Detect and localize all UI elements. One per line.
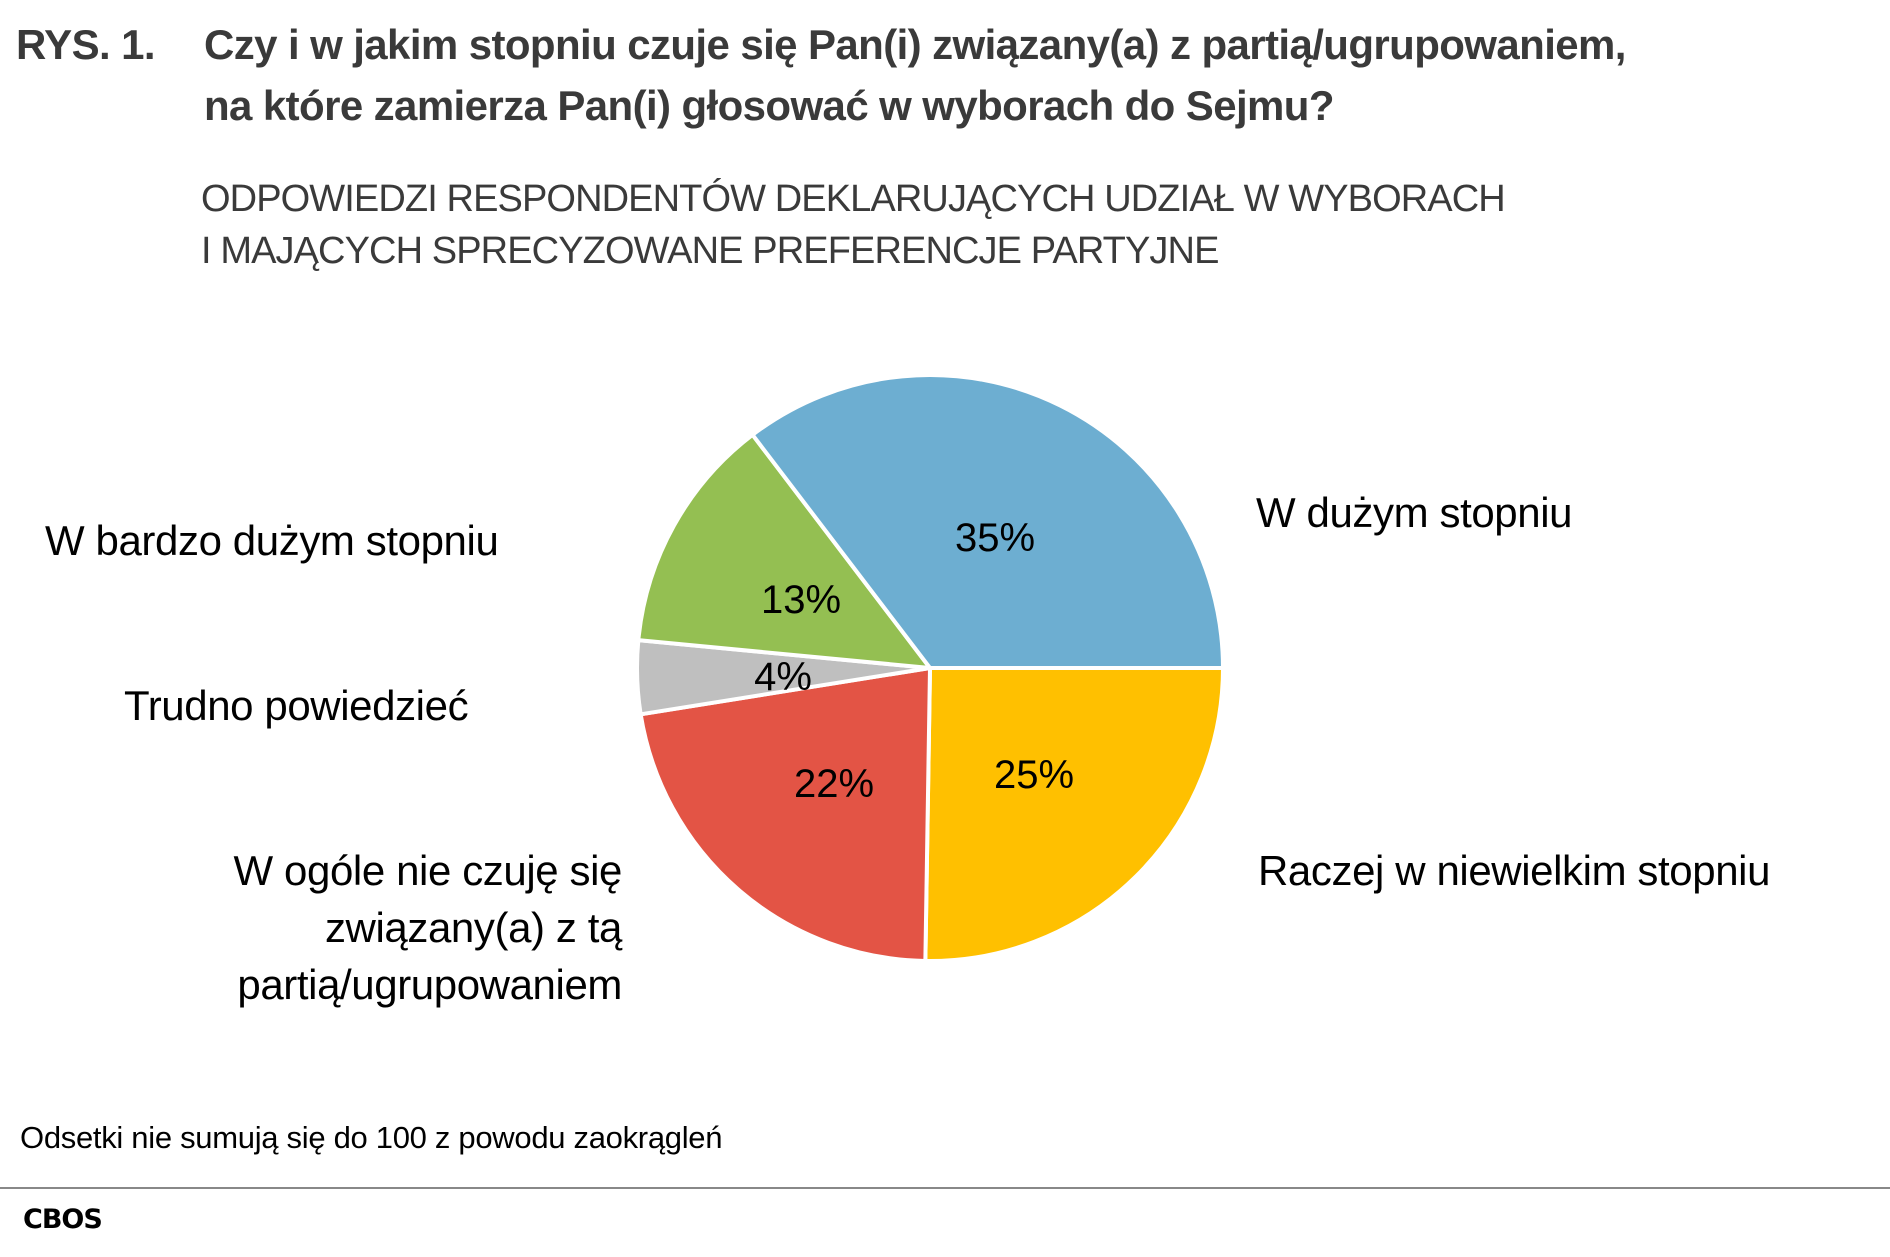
category-label-w-duzym-stopniu: W dużym stopniu [1256,489,1573,536]
pie-slice [636,432,932,670]
pie-slices [635,373,1225,963]
figure-number: RYS. 1. [16,21,156,68]
title-line-2: na które zamierza Pan(i) głosować w wybo… [204,82,1334,129]
category-label-w-ogole-nie: W ogóle nie czuję się związany(a) z tą p… [233,842,623,1013]
pie-slice [750,373,1225,670]
pct-label-w-bardzo-duzym-stopniu: 13% [760,578,842,622]
category-label-raczej-w-niewielkim: Raczej w niewielkim stopniu [1258,847,1771,894]
pct-label-w-duzym-stopniu: 35% [954,516,1036,560]
category-label-w-bardzo-duzym-stopniu: W bardzo dużym stopniu [45,517,499,564]
pct-label-w-ogole-nie: 22% [793,762,875,806]
category-label-trudno-powiedziec: Trudno powiedzieć [124,682,469,729]
pie-slice [923,666,1225,963]
footnote: Odsetki nie sumują się do 100 z powodu z… [20,1120,723,1155]
pct-label-raczej-w-niewielkim: 25% [993,753,1075,797]
footer-divider [0,1187,1890,1189]
category-label-line: partią/ugrupowaniem [237,961,622,1008]
category-label-line: W ogóle nie czuję się [233,847,623,894]
source-label: CBOS [23,1204,103,1235]
pct-label-trudno-powiedziec: 4% [754,655,812,699]
subtitle-line-2: I MAJĄCYCH SPRECYZOWANE PREFERENCJE PART… [201,230,1219,272]
pie-slice [638,666,932,963]
category-label-line: związany(a) z tą [324,904,622,951]
subtitle-line-1: ODPOWIEDZI RESPONDENTÓW DEKLARUJĄCYCH UD… [201,178,1506,220]
title-line-1: Czy i w jakim stopniu czuje się Pan(i) z… [204,21,1626,68]
